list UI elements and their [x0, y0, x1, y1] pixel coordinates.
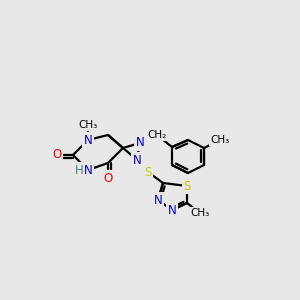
Text: N: N	[168, 203, 176, 217]
Text: O: O	[52, 148, 62, 161]
Text: N: N	[84, 134, 92, 146]
Text: CH₂: CH₂	[147, 130, 167, 140]
Text: S: S	[144, 166, 152, 178]
Text: N: N	[84, 164, 92, 176]
Text: CH₃: CH₃	[78, 120, 98, 130]
Text: O: O	[103, 172, 112, 184]
Text: N: N	[133, 154, 141, 166]
Text: S: S	[183, 179, 191, 193]
Text: CH₃: CH₃	[190, 208, 210, 218]
Text: H: H	[75, 164, 83, 176]
Text: N: N	[154, 194, 162, 206]
Text: N: N	[136, 136, 144, 149]
Text: CH₃: CH₃	[210, 135, 230, 145]
